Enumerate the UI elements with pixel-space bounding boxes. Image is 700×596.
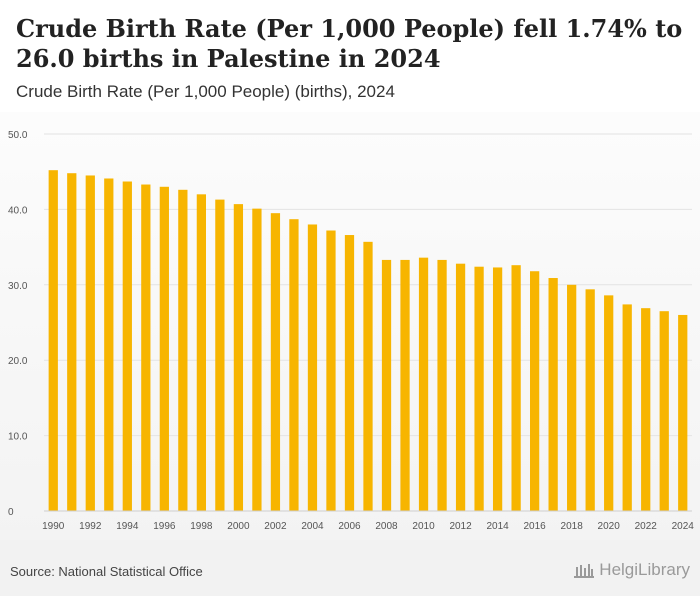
y-tick-label: 20.0 bbox=[8, 356, 28, 367]
bar-2014 bbox=[492, 267, 503, 511]
y-tick-label: 10.0 bbox=[8, 432, 28, 443]
y-tick-label: 30.0 bbox=[8, 281, 28, 292]
bar-2002 bbox=[270, 213, 281, 512]
bar-1992 bbox=[85, 175, 95, 511]
bar-2003 bbox=[289, 219, 299, 511]
bar-2024 bbox=[678, 314, 688, 511]
x-tick-label: 2022 bbox=[635, 521, 658, 532]
bar-1995 bbox=[141, 184, 151, 511]
y-tick-label: 50.0 bbox=[8, 130, 28, 141]
bar-2019 bbox=[585, 289, 595, 511]
x-tick-label: 2020 bbox=[598, 521, 621, 532]
bar-1996 bbox=[159, 186, 169, 511]
bar-1994 bbox=[122, 181, 132, 511]
bar-2023 bbox=[659, 311, 669, 511]
x-tick-label: 1990 bbox=[42, 521, 65, 532]
x-tick-label: 2014 bbox=[486, 521, 509, 532]
bar-2008 bbox=[381, 259, 392, 511]
x-tick-label: 2012 bbox=[449, 521, 472, 532]
bar-2005 bbox=[326, 230, 336, 511]
x-tick-label: 2016 bbox=[524, 521, 547, 532]
x-tick-label: 2000 bbox=[227, 521, 250, 532]
bar-2016 bbox=[530, 271, 540, 511]
bar-1997 bbox=[178, 189, 188, 511]
bar-chart: 0 10.0 20.0 30.0 40.0 50.0 1990 1992 1994 1996 199… bbox=[8, 130, 695, 532]
bar-2015 bbox=[511, 265, 521, 511]
x-tick-label: 1992 bbox=[79, 521, 102, 532]
bar-2007 bbox=[363, 241, 373, 511]
y-tick-label: 0 bbox=[8, 507, 14, 518]
bar-1990 bbox=[48, 170, 58, 511]
x-tick-label: 1994 bbox=[116, 521, 139, 532]
bar-2013 bbox=[474, 266, 484, 511]
bar-2021 bbox=[622, 304, 632, 511]
bar-1991 bbox=[67, 173, 77, 511]
bar-2001 bbox=[252, 208, 262, 511]
bar-2017 bbox=[548, 278, 558, 511]
source-note: Source: National Statistical Office bbox=[10, 564, 203, 579]
x-tick-label: 1996 bbox=[153, 521, 176, 532]
chart-subtitle: Crude Birth Rate (Per 1,000 People) (bir… bbox=[16, 82, 395, 101]
footer: Source: National Statistical Office Helg… bbox=[0, 540, 700, 596]
bar-2020 bbox=[604, 295, 614, 511]
x-tick-label: 2010 bbox=[412, 521, 435, 532]
logo-text: HelgiLibrary bbox=[599, 560, 690, 579]
x-tick-label: 2008 bbox=[375, 521, 398, 532]
x-tick-label: 2004 bbox=[301, 521, 324, 532]
x-tick-label: 2006 bbox=[338, 521, 361, 532]
x-tick-label: 2002 bbox=[264, 521, 287, 532]
helgi-library-logo[interactable]: HelgiLibrary bbox=[573, 560, 690, 580]
bar-2012 bbox=[455, 263, 466, 511]
x-tick-label: 2018 bbox=[561, 521, 584, 532]
bar-2018 bbox=[567, 284, 577, 511]
x-tick-label: 1998 bbox=[190, 521, 213, 532]
bar-1998 bbox=[196, 194, 206, 511]
bar-2022 bbox=[641, 308, 651, 511]
bar-1993 bbox=[104, 178, 114, 511]
bar-2000 bbox=[233, 204, 244, 511]
y-tick-label: 40.0 bbox=[8, 205, 28, 216]
bar-2009 bbox=[400, 259, 410, 511]
bar-2006 bbox=[344, 235, 355, 511]
bar-2010 bbox=[418, 257, 429, 511]
bar-2004 bbox=[307, 224, 318, 511]
x-tick-label: 2024 bbox=[672, 521, 695, 532]
library-columns-icon bbox=[574, 564, 595, 578]
bar-2011 bbox=[437, 259, 447, 511]
bar-1999 bbox=[215, 199, 225, 511]
chart-title: Crude Birth Rate (Per 1,000 People) fell… bbox=[16, 14, 683, 73]
